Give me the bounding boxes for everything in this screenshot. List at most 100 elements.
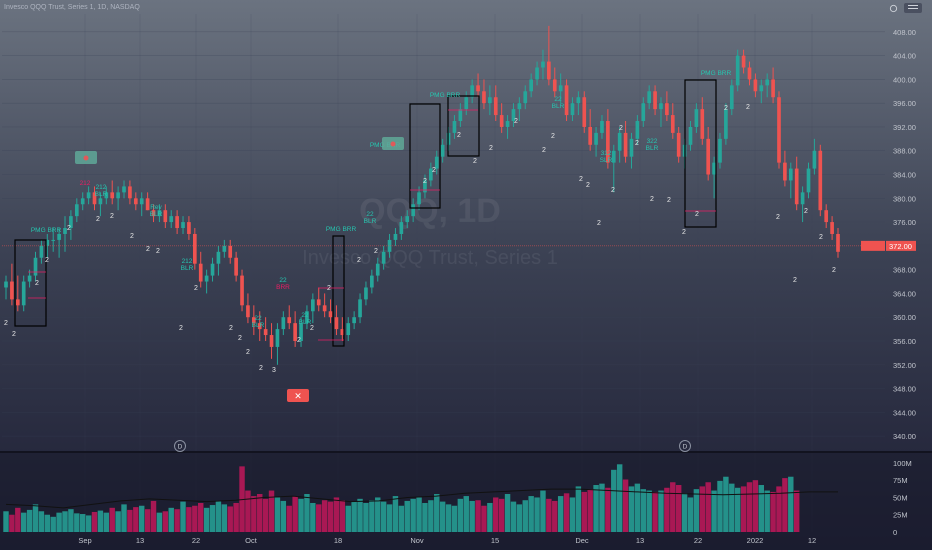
dividend-marker-icon[interactable] — [679, 440, 691, 452]
volume-bar — [221, 504, 228, 532]
volume-bar — [646, 490, 652, 532]
bar-count-label: 2 — [695, 211, 699, 218]
volume-bar — [616, 464, 623, 532]
candle-up — [659, 103, 663, 110]
volume-bar — [198, 502, 204, 532]
x-tick-label: 13 — [636, 536, 644, 545]
y-tick-label: 348.00 — [893, 385, 916, 394]
volume-bar — [392, 496, 399, 532]
candle-up — [765, 79, 770, 86]
candle-up — [69, 216, 73, 229]
candle-up — [641, 103, 646, 122]
bar-count-label: 2 — [457, 132, 461, 139]
volume-bar — [487, 502, 493, 532]
volume-bar — [681, 493, 688, 532]
y-tick-label: 376.00 — [893, 218, 916, 227]
volume-bar — [375, 497, 381, 532]
chart-header: Invesco QQQ Trust, Series 1, 1D, NASDAQ — [4, 4, 140, 11]
candle-up — [458, 109, 463, 122]
x-tick-label: 22 — [694, 536, 702, 545]
candle-down — [198, 263, 203, 282]
candle-down — [777, 97, 781, 163]
pattern-annotation: Rev — [150, 204, 162, 211]
bar-count-label: 2 — [473, 158, 477, 165]
volume-tick-label: 100M — [893, 459, 912, 468]
y-tick-label: 368.00 — [893, 266, 916, 275]
candle-down — [623, 132, 628, 157]
bar-count-label: 2 — [514, 118, 518, 125]
volume-bar — [251, 496, 257, 532]
volume-bar — [793, 490, 800, 532]
pattern-annotation: BLR — [252, 322, 265, 329]
settings-icon[interactable] — [889, 4, 898, 13]
candle-down — [92, 192, 97, 205]
volume-bar — [622, 479, 629, 532]
candle-down — [269, 335, 274, 347]
x-tick-label: Nov — [410, 536, 424, 545]
candle-up — [800, 192, 805, 205]
bar-count-label: 2 — [156, 248, 160, 255]
candle-down — [163, 210, 168, 223]
bar-count-label: 2 — [667, 197, 671, 204]
pattern-annotation: BLR — [299, 319, 312, 326]
pattern-annotation: BLR — [150, 211, 163, 218]
volume-bar — [56, 512, 62, 532]
y-tick-label: 388.00 — [893, 147, 916, 156]
x-tick-label: 13 — [136, 536, 144, 545]
pattern-annotation: BLR — [364, 218, 377, 225]
bar-count-label: 2 — [776, 214, 780, 221]
candle-down — [830, 222, 834, 234]
bar-count-label: 2 — [357, 257, 361, 264]
y-tick-label: 396.00 — [893, 99, 916, 108]
candle-down — [588, 126, 592, 145]
volume-bar — [734, 487, 741, 532]
pattern-annotation: 212 — [80, 180, 91, 187]
volume-bar — [788, 476, 794, 532]
candle-up — [452, 121, 457, 133]
volume-bar — [652, 491, 658, 532]
pattern-annotation: 22 — [301, 312, 309, 319]
bar-count-label: 2 — [489, 145, 493, 152]
volume-bar — [534, 497, 540, 532]
candle-down — [228, 245, 233, 258]
volume-bar — [38, 511, 45, 532]
bar-count-label: 2 — [297, 337, 301, 344]
sell-flag-icon[interactable] — [287, 389, 309, 402]
candle-down — [328, 311, 333, 318]
volume-bar — [752, 480, 759, 532]
candle-down — [192, 233, 197, 264]
candle-up — [688, 126, 693, 145]
volume-bar — [457, 498, 464, 532]
candle-up — [39, 245, 44, 258]
candle-up — [411, 204, 415, 217]
candle-down — [293, 323, 297, 341]
candle-up — [98, 198, 103, 205]
pattern-annotation: 22 — [279, 277, 287, 284]
volume-bar — [522, 500, 528, 532]
volume-bar — [109, 507, 115, 532]
volume-bar — [758, 485, 765, 532]
volume-bar — [133, 507, 139, 532]
volume-bar — [640, 489, 646, 532]
pattern-annotation: PMG BRR — [326, 226, 357, 233]
volume-bar — [286, 505, 292, 532]
candle-down — [665, 103, 669, 116]
candle-up — [86, 192, 91, 199]
volume-bar — [675, 485, 682, 532]
volume-bar — [575, 486, 582, 532]
candle-up — [281, 317, 286, 330]
pattern-annotation: BLR — [181, 265, 194, 272]
menu-button[interactable] — [904, 3, 922, 13]
candle-up — [488, 97, 492, 104]
volume-bar — [9, 514, 15, 532]
y-tick-label: 380.00 — [893, 194, 916, 203]
candle-down — [493, 97, 498, 116]
candle-down — [700, 109, 705, 139]
candle-up — [157, 210, 162, 217]
volume-bar — [670, 482, 676, 532]
dividend-marker-icon[interactable] — [174, 440, 186, 452]
volume-bar — [262, 498, 269, 532]
volume-bar — [304, 494, 310, 532]
candle-up — [305, 311, 309, 324]
